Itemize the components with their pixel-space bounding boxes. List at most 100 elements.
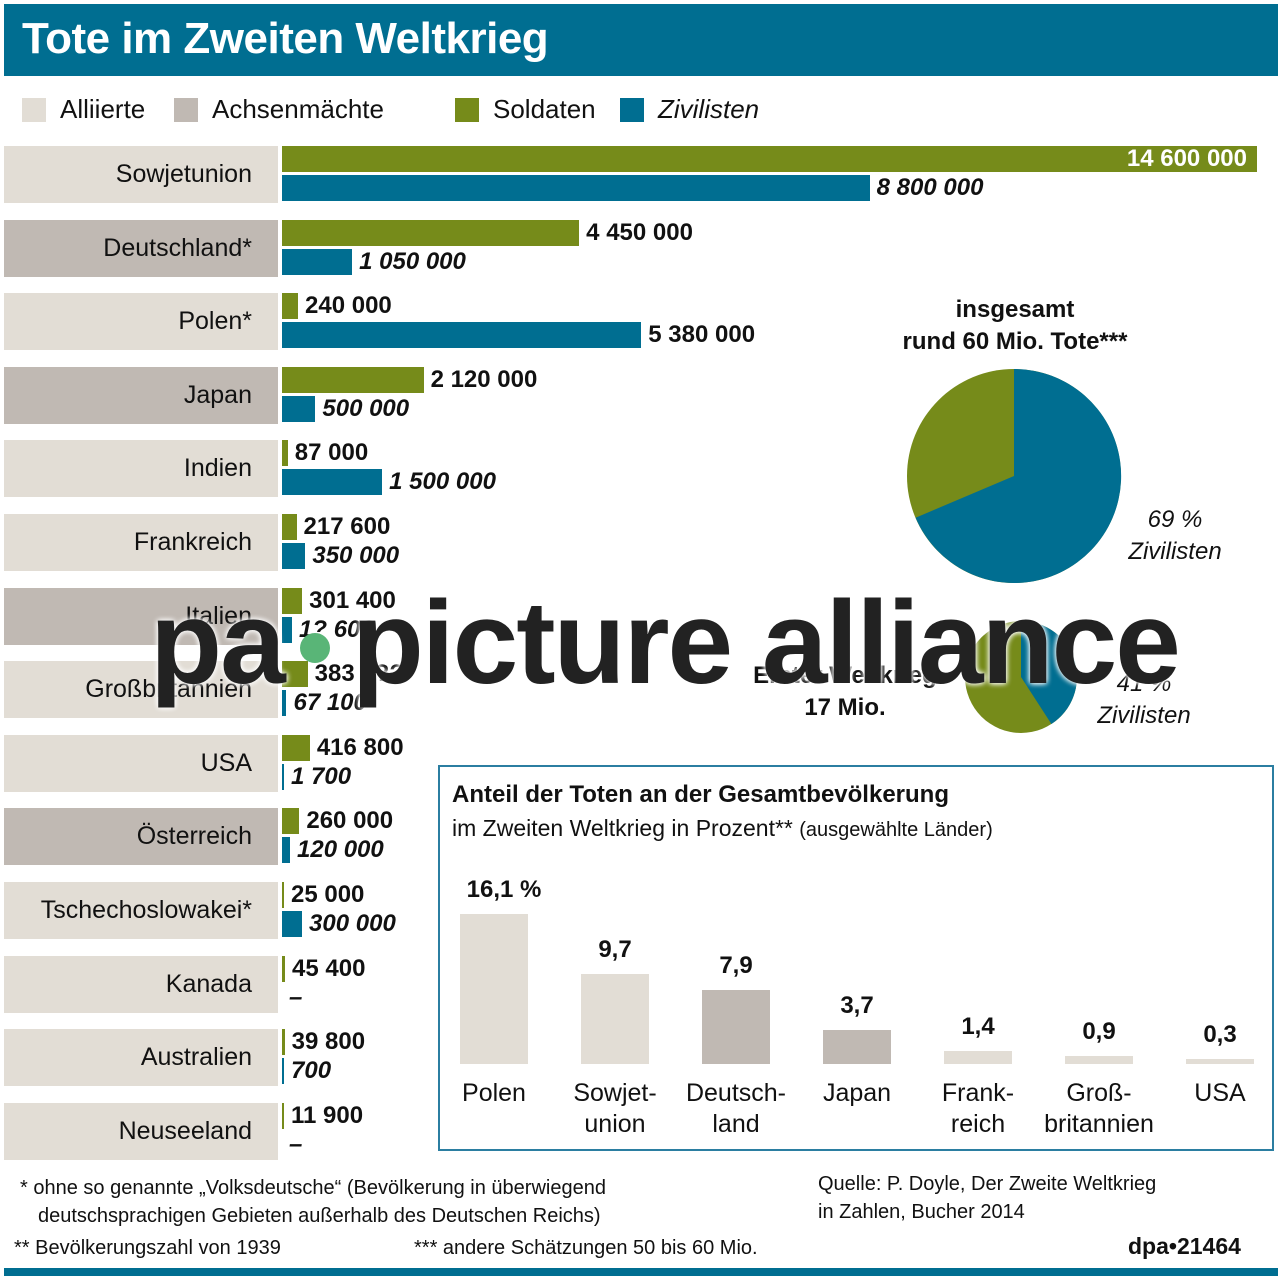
pie-title-line: Erster Weltkrieg [753, 662, 937, 689]
soldaten-bar [282, 219, 580, 246]
country-label: Österreich [4, 808, 278, 866]
category-line: Polen [462, 1079, 526, 1107]
soldaten-bar [282, 366, 424, 393]
soldaten-value: 4 450 000 [586, 218, 693, 246]
soldaten-value: 416 800 [316, 733, 404, 761]
soldaten-value: 87 000 [294, 439, 369, 467]
pie-ww2: insgesamt rund 60 Mio. Tote*** 69 % Zivi… [880, 292, 1280, 583]
share-value: 16,1 % [466, 876, 542, 903]
zivilisten-bar [282, 322, 642, 349]
share-bar [944, 1050, 1012, 1064]
zivilisten-bar [282, 175, 870, 201]
soldaten-bar [282, 661, 308, 688]
footnote-line: deutschsprachigen Gebieten außerhalb des… [38, 1205, 601, 1227]
country-row: Sowjetunion 14 600 000 8 800 000 [0, 146, 1280, 203]
soldaten-bar [282, 882, 284, 908]
share-value: 3,7 [840, 991, 874, 1019]
zivilisten-value: 500 000 [322, 394, 410, 422]
zivilisten-bar [282, 543, 306, 569]
share-bar [823, 1029, 891, 1064]
country-label: USA [4, 734, 278, 792]
soldaten-value: 217 600 [303, 513, 391, 540]
country-row: Polen* 240 000 5 380 000 [0, 292, 1280, 351]
pie-label: Zivilisten [1097, 702, 1191, 729]
share-category: USA [1155, 1078, 1280, 1109]
pie-label: Zivilisten [1128, 538, 1222, 565]
footnote-1: * ohne so genannte „Volksdeutsche“ (Bevö… [20, 1174, 606, 1230]
legend-label: Achsenmächte [212, 94, 384, 124]
bottom-rule [4, 1268, 1278, 1276]
legend-soldaten: Soldaten [455, 94, 596, 125]
country-row: Tschechoslowakei* 25 000 300 000 [0, 882, 1280, 939]
legend-alliierte: Alliierte [22, 94, 145, 125]
zivilisten-bar [282, 690, 287, 717]
country-row: Italien 301 400 1? 60? [0, 587, 1280, 645]
soldaten-value: 240 000 [305, 292, 392, 320]
share-category: Frank-reich [913, 1078, 1043, 1140]
share-category: Polen [429, 1078, 559, 1109]
soldaten-bar [282, 955, 286, 982]
footnote-2: ** Bevölkerungszahl von 1939 [14, 1237, 281, 1259]
country-row: Großbritannien 383 8?? 67 100 [0, 661, 1280, 719]
category-line: union [584, 1110, 646, 1138]
footnote-3: *** andere Schätzungen 50 bis 60 Mio. [414, 1237, 758, 1259]
zivilisten-value: 1 500 000 [389, 468, 496, 496]
legend-label: Alliierte [60, 94, 146, 124]
share-bar [581, 973, 649, 1064]
soldaten-bar [282, 808, 300, 835]
zivilisten-value: – [289, 983, 303, 1011]
soldaten-bar [282, 1102, 284, 1129]
country-label: Kanada [4, 955, 278, 1013]
swatch-soldaten [455, 97, 479, 122]
category-line: reich [950, 1110, 1006, 1138]
box-subtitle-small: (ausgewählte Länder) [799, 819, 993, 841]
category-line: Frank- [941, 1079, 1015, 1107]
pie-ww2-label: 69 % Zivilisten [1110, 504, 1240, 568]
country-row: USA 416 800 1 700 [0, 733, 1280, 792]
pie-pct: 69 % [1147, 506, 1203, 533]
zivilisten-bar [282, 248, 353, 275]
soldaten-value: 2 120 000 [430, 365, 538, 393]
zivilisten-bar [282, 1058, 284, 1085]
share-value: 7,9 [719, 952, 753, 980]
pie-ww1-label: 41 % Zivilisten [1084, 668, 1204, 732]
category-line: britannien [1044, 1110, 1154, 1138]
soldaten-bar [282, 440, 288, 467]
soldaten-bar [282, 587, 303, 614]
zivilisten-value: 700 [291, 1057, 332, 1085]
soldaten-value: 14 600 000 [1126, 145, 1247, 172]
soldaten-value: 39 800 [291, 1028, 366, 1056]
zivilisten-value: 1 700 [291, 762, 352, 790]
soldaten-bar [282, 293, 299, 320]
country-label: Frankreich [4, 514, 278, 571]
country-label: Indien [4, 440, 278, 498]
category-line: land [712, 1110, 760, 1138]
category-line: Sowjet- [573, 1079, 657, 1107]
share-value: 1,4 [961, 1012, 995, 1040]
country-label: Italien [4, 587, 278, 645]
share-category: Japan [792, 1078, 922, 1109]
soldaten-bar [282, 1029, 285, 1056]
country-label: Großbritannien [4, 661, 278, 719]
legend: Alliierte Achsenmächte Soldaten Zivilist… [0, 94, 1280, 128]
legend-achsen: Achsenmächte [174, 94, 384, 125]
share-category: Deutsch-land [671, 1078, 801, 1140]
pie-title-line: rund 60 Mio. Tote*** [902, 328, 1128, 355]
zivilisten-bar [282, 911, 303, 937]
legend-label: Zivilisten [658, 94, 760, 124]
share-bar [460, 914, 528, 1064]
pie-ww1: Erster Weltkrieg 17 Mio. 41 % Zivilisten [730, 610, 1230, 750]
zivilisten-bar [282, 469, 383, 496]
country-label: Tschechoslowakei* [4, 882, 278, 939]
swatch-alliierte [22, 97, 46, 122]
country-label: Neuseeland [4, 1102, 278, 1160]
zivilisten-value: 8 800 000 [876, 174, 984, 201]
title-bar: Tote im Zweiten Weltkrieg [4, 4, 1278, 76]
zivilisten-bar [282, 395, 316, 422]
country-row: Neuseeland 11 900– [0, 1102, 1280, 1160]
category-line: Groß- [1066, 1079, 1132, 1107]
pie-ww2-title: insgesamt rund 60 Mio. Tote*** [880, 294, 1150, 358]
footnote-line: * ohne so genannte „Volksdeutsche“ (Bevö… [20, 1177, 606, 1199]
watermark-dot-icon [299, 632, 330, 663]
zivilisten-value: 300 000 [309, 910, 396, 937]
